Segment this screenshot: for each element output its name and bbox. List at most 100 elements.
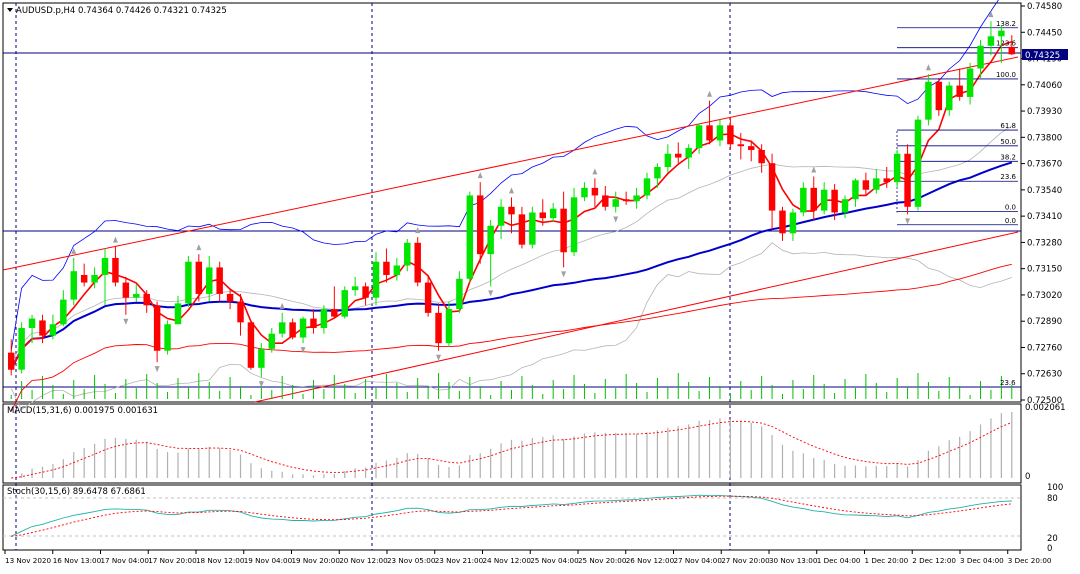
macd-series [11,412,1013,479]
candle-body [299,318,307,338]
candle-body [91,274,98,283]
price-tick-label: 0.72630 [1027,370,1062,380]
fractal-up-arrow [415,227,421,234]
fractal-down-arrow [436,354,442,361]
candle-body [549,208,557,219]
candle-body [716,125,724,141]
macd-panel[interactable] [2,403,1022,484]
fractal-down-arrow [300,347,306,354]
candle-body [831,189,838,213]
price-tick-label: 0.73930 [1027,107,1062,117]
candle-body [935,81,943,111]
candle-body [727,125,734,145]
time-tick-label: 3 Dec 04:00 [960,556,1004,565]
candle-body [477,195,484,255]
time-tick-label: 19 Nov 20:00 [291,556,340,565]
candle-body [372,261,380,298]
candle-body [591,187,599,196]
main-price-panel[interactable] [2,2,1022,403]
fractal-down-arrow [905,218,911,225]
price-tick-label: 0.73020 [1027,291,1062,301]
candle-body [331,309,338,317]
candle-body [852,180,859,200]
candle-body [800,187,807,213]
fib-level-label: 138.2 [996,20,1016,28]
fractal-up-arrow [279,302,285,309]
candle-body [643,178,651,196]
time-tick-label: 26 Nov 12:00 [626,556,675,565]
price-tick-label: 0.73150 [1027,265,1062,275]
candle-body [602,195,609,207]
macd-zero-tick: 0 [1025,472,1030,482]
stoch-signal-line [11,495,1012,537]
fractal-up-arrow [707,90,713,97]
candle-body [570,197,578,253]
candle-body [883,178,890,183]
candle-body [779,210,786,234]
candle-body [956,85,963,97]
candle-body [216,267,223,294]
time-axis[interactable]: 13 Nov 2020 16 Nov 13:00 17 Nov 04:00 17 No… [4,550,1052,565]
candle-body [80,274,88,283]
candle-body [508,206,515,215]
candle-body [998,30,1005,37]
time-tick-label: 23 Nov 05:00 [387,556,436,565]
candle-body [820,189,828,211]
trend-channel[interactable] [2,56,1019,403]
candle-body [49,324,57,336]
candle-body [685,148,692,158]
candle-body [560,208,567,253]
candle-body [289,322,296,338]
candle-body [18,328,25,370]
candle-body [539,212,546,219]
horizontal-lines[interactable] [3,52,1021,537]
chart-menu-icon[interactable] [7,8,13,12]
candle-body [320,309,328,329]
candle-body [164,324,171,351]
fractal-up-arrow [71,247,77,254]
candle-body [518,214,526,245]
price-tick-label: 0.73410 [1027,212,1062,222]
candle-body [497,206,505,226]
fractal-down-arrow [613,216,619,223]
candle-body [60,299,67,325]
candle-body [28,318,36,329]
candle-body [675,153,682,158]
candle-body [904,153,911,207]
chart-title: AUDUSD.p,H4 0.74364 0.74426 0.74321 0.74… [16,6,227,16]
price-tick-label: 0.72760 [1027,343,1062,353]
candle-body [946,85,953,111]
candle-body [268,333,276,349]
period-separators [15,3,731,550]
time-tick-label: 30 Nov 13:00 [769,556,818,565]
fractal-up-arrow [509,187,514,194]
candle-body [873,178,880,190]
candle-body [424,282,432,313]
fib-level-label: 61.8 [1000,122,1016,130]
candle-body [695,125,703,149]
candle-body [1008,46,1016,55]
candle-body [310,318,317,329]
candle-body [435,312,442,344]
candle-body [39,320,46,336]
fib-level-label: 38.2 [1000,153,1016,161]
fractal-up-arrow [112,236,118,243]
fractal-down-arrow [154,366,160,373]
candle-body [456,278,463,310]
candle-body [914,119,922,207]
candle-body [206,267,213,294]
candle-body [362,286,369,298]
candle-body [133,293,140,298]
fractal-arrows [71,11,994,388]
candle-body [612,199,619,207]
candle-body [383,261,390,275]
candle-body [925,81,932,120]
candle-body [393,265,401,275]
stoch-panel[interactable] [2,484,1022,551]
time-tick-label: 24 Nov 12:00 [482,556,531,565]
candlesticks [7,21,1016,378]
candle-body [622,199,630,202]
fractal-down-arrow [258,381,264,388]
